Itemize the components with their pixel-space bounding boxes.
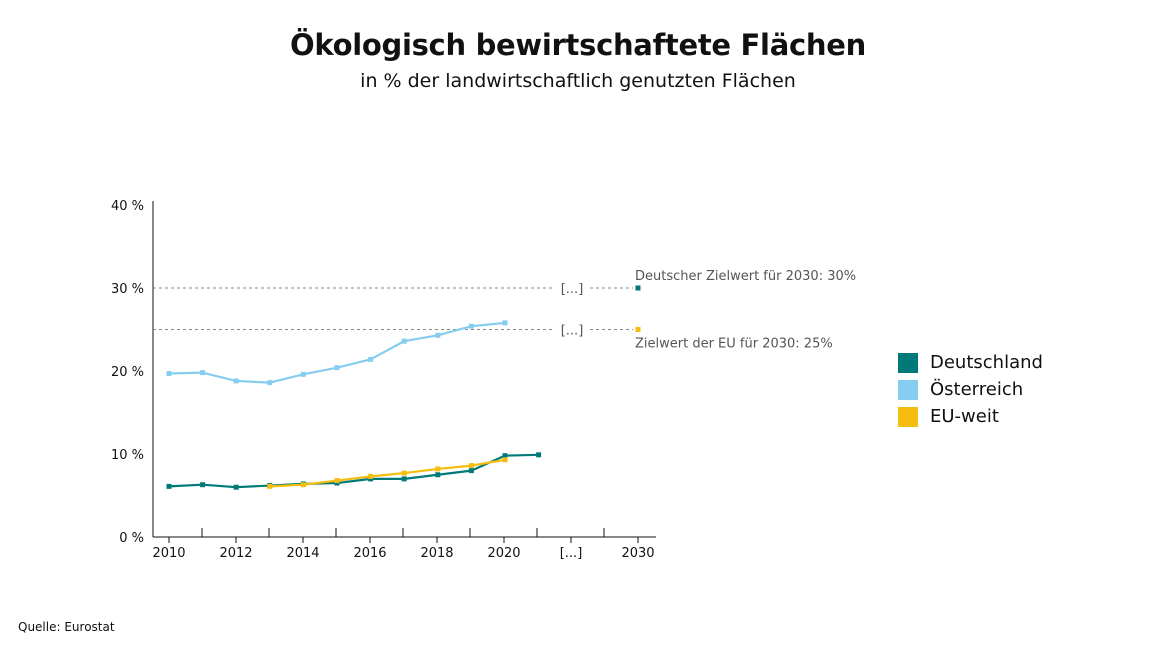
data-point: [435, 472, 441, 478]
legend-swatch-deutschland: [898, 352, 918, 373]
legend-label-oesterreich: Österreich: [930, 379, 1024, 400]
data-point: [401, 476, 407, 482]
data-point: [468, 463, 474, 469]
series-line: [168, 321, 506, 384]
target-label: Zielwert der EU für 2030: 25%: [635, 337, 833, 352]
target-gap-label: [...]: [561, 324, 584, 339]
data-point: [200, 370, 206, 376]
x-tick-label: 2014: [286, 546, 319, 561]
data-point: [166, 370, 172, 376]
data-point: [233, 378, 239, 384]
source-note: Quelle: Eurostat: [18, 620, 115, 634]
data-point: [468, 468, 474, 474]
target-label: Deutscher Zielwert für 2030: 30%: [635, 269, 856, 284]
x-tick-label: 2020: [487, 546, 520, 561]
data-point: [401, 470, 407, 476]
data-point: [502, 320, 508, 326]
chart-title: Ökologisch bewirtschaftete Flächen: [290, 28, 866, 62]
chart-subtitle: in % der landwirtschaftlich genutzten Fl…: [360, 70, 796, 92]
data-point: [368, 473, 374, 479]
data-point: [334, 478, 340, 484]
data-point: [334, 365, 340, 371]
legend-swatch-oesterreich: [898, 379, 918, 400]
data-point: [300, 482, 306, 488]
series-line: [168, 453, 539, 489]
chart-legend: Deutschland Österreich EU-weit: [898, 349, 1043, 430]
legend-label-deutschland: Deutschland: [930, 352, 1043, 373]
x-tick-label: 2010: [152, 546, 185, 561]
y-tick-label: 20 %: [111, 365, 144, 380]
data-point: [166, 483, 172, 489]
legend-item-eu-weit: EU-weit: [898, 403, 1043, 430]
y-tick-label: 30 %: [111, 282, 144, 297]
legend-item-deutschland: Deutschland: [898, 349, 1043, 376]
target-marker: [635, 327, 641, 332]
data-point: [536, 452, 542, 458]
data-point: [435, 332, 441, 338]
data-point: [233, 484, 239, 490]
data-point: [502, 457, 508, 463]
data-point: [300, 371, 306, 377]
target-marker: [635, 285, 641, 291]
data-point: [267, 483, 273, 489]
data-point: [502, 453, 508, 459]
legend-item-oesterreich: Österreich: [898, 376, 1043, 403]
legend-swatch-eu-weit: [898, 406, 918, 427]
data-point: [435, 466, 441, 472]
x-tick-label: 2016: [353, 546, 386, 561]
series-line: [269, 458, 506, 488]
data-point: [401, 338, 407, 344]
x-tick-label: [...]: [560, 546, 583, 561]
y-tick-label: 0 %: [119, 531, 144, 546]
legend-label-eu-weit: EU-weit: [930, 406, 999, 427]
x-tick-label: 2012: [219, 546, 252, 561]
data-point: [468, 323, 474, 329]
x-tick-label: 2030: [621, 546, 654, 561]
target-gap-label: [...]: [561, 282, 584, 297]
y-tick-label: 10 %: [111, 448, 144, 463]
x-tick-label: 2018: [420, 546, 453, 561]
y-tick-label: 40 %: [111, 199, 144, 214]
data-point: [200, 482, 206, 488]
data-point: [368, 356, 374, 362]
data-point: [267, 380, 273, 386]
